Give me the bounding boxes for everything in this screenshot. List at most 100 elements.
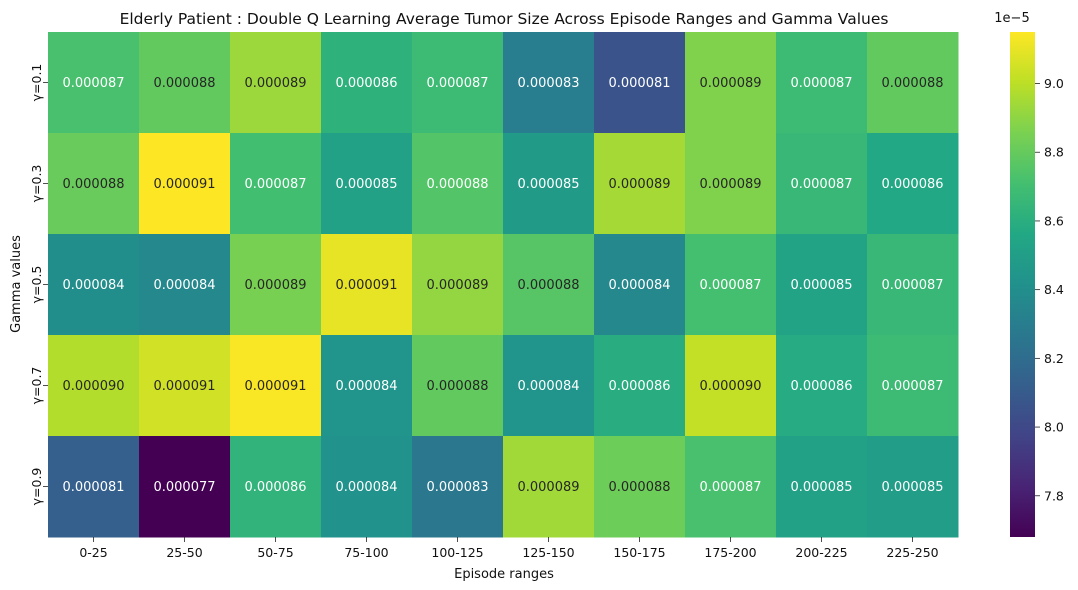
heatmap-cell xyxy=(776,335,868,437)
colorbar-tick-label: 8.4 xyxy=(1044,282,1064,297)
cell-value-label: 0.000089 xyxy=(517,480,579,495)
cell-value-label: 0.000084 xyxy=(608,278,670,293)
heatmap-cell xyxy=(594,436,686,538)
heatmap-cell xyxy=(412,436,504,538)
x-tick-label: 125-150 xyxy=(522,545,574,560)
heatmap-cell xyxy=(503,32,595,134)
cell-value-label: 0.000085 xyxy=(335,177,397,192)
cell-value-label: 0.000086 xyxy=(335,76,397,91)
cell-value-label: 0.000089 xyxy=(244,278,306,293)
heatmap-cell xyxy=(685,133,777,235)
heatmap-cell xyxy=(685,234,777,336)
heatmap-cell xyxy=(230,234,322,336)
heatmap-cell xyxy=(503,234,595,336)
heatmap-cell xyxy=(139,335,231,437)
heatmap-cell xyxy=(48,436,140,538)
cell-value-label: 0.000083 xyxy=(517,76,579,91)
cell-value-label: 0.000087 xyxy=(699,480,761,495)
heatmap-cell xyxy=(776,133,868,235)
cell-value-label: 0.000087 xyxy=(790,76,852,91)
cell-value-label: 0.000087 xyxy=(244,177,306,192)
cell-value-label: 0.000089 xyxy=(244,76,306,91)
heatmap-cell xyxy=(685,436,777,538)
cell-value-label: 0.000091 xyxy=(335,278,397,293)
colorbar-tick-label: 8.2 xyxy=(1044,351,1064,366)
cell-value-label: 0.000088 xyxy=(426,177,488,192)
cell-value-label: 0.000087 xyxy=(881,278,943,293)
cell-value-label: 0.000088 xyxy=(881,76,943,91)
heatmap-cell xyxy=(412,335,504,437)
heatmap-cell xyxy=(867,133,959,235)
x-tick-label: 0-25 xyxy=(79,545,107,560)
heatmap-cell xyxy=(139,133,231,235)
heatmap-cells: 0.000087 0.000088 0.000089 0.000086 0.000087… xyxy=(48,32,959,538)
x-tick-label: 200-225 xyxy=(795,545,847,560)
cell-value-label: 0.000084 xyxy=(62,278,124,293)
heatmap-cell xyxy=(139,436,231,538)
cell-value-label: 0.000091 xyxy=(153,379,215,394)
cell-value-label: 0.000088 xyxy=(426,379,488,394)
cell-value-label: 0.000084 xyxy=(153,278,215,293)
colorbar-scale-label: 1e−5 xyxy=(994,11,1029,26)
cell-value-label: 0.000089 xyxy=(426,278,488,293)
heatmap-cell xyxy=(594,32,686,134)
heatmap-cell xyxy=(867,436,959,538)
y-tick-label: γ=0.5 xyxy=(29,266,44,304)
cell-value-label: 0.000085 xyxy=(790,480,852,495)
heatmap-cell xyxy=(503,335,595,437)
heatmap-cell xyxy=(230,32,322,134)
cell-value-label: 0.000086 xyxy=(608,379,670,394)
heatmap-cell xyxy=(867,335,959,437)
x-tick-label: 225-250 xyxy=(886,545,938,560)
y-axis-label: Gamma values xyxy=(9,235,24,333)
heatmap-cell xyxy=(776,436,868,538)
colorbar-tick-label: 8.0 xyxy=(1044,420,1064,435)
cell-value-label: 0.000086 xyxy=(244,480,306,495)
heatmap-cell xyxy=(776,32,868,134)
colorbar-tick-label: 7.8 xyxy=(1044,488,1064,503)
heatmap-cell xyxy=(594,234,686,336)
heatmap-cell xyxy=(48,234,140,336)
heatmap-cell xyxy=(48,335,140,437)
x-tick-label: 100-125 xyxy=(431,545,483,560)
cell-value-label: 0.000085 xyxy=(517,177,579,192)
heatmap-cell xyxy=(594,335,686,437)
x-tick-label: 75-100 xyxy=(344,545,388,560)
heatmap-cell xyxy=(412,32,504,134)
x-axis-label: Episode ranges xyxy=(454,567,554,582)
cell-value-label: 0.000087 xyxy=(790,177,852,192)
y-tick-label: γ=0.7 xyxy=(29,367,44,405)
heatmap-cell xyxy=(321,133,413,235)
colorbar-tick-label: 9.0 xyxy=(1044,76,1064,91)
heatmap-cell xyxy=(685,32,777,134)
heatmap-cell xyxy=(230,436,322,538)
colorbar-tick-label: 8.6 xyxy=(1044,213,1064,228)
cell-value-label: 0.000087 xyxy=(881,379,943,394)
cell-value-label: 0.000086 xyxy=(881,177,943,192)
cell-value-label: 0.000086 xyxy=(790,379,852,394)
x-tick-label: 175-200 xyxy=(704,545,756,560)
cell-value-label: 0.000084 xyxy=(335,379,397,394)
cell-value-label: 0.000091 xyxy=(244,379,306,394)
heatmap-cell xyxy=(321,436,413,538)
heatmap-cell xyxy=(48,133,140,235)
cell-value-label: 0.000084 xyxy=(517,379,579,394)
chart-title: Elderly Patient : Double Q Learning Aver… xyxy=(120,10,889,28)
cell-value-label: 0.000088 xyxy=(517,278,579,293)
heatmap-cell xyxy=(321,32,413,134)
cell-value-label: 0.000084 xyxy=(335,480,397,495)
y-tick-label: γ=0.1 xyxy=(29,64,44,102)
cell-value-label: 0.000087 xyxy=(426,76,488,91)
cell-value-label: 0.000089 xyxy=(699,177,761,192)
heatmap-cell xyxy=(867,234,959,336)
cell-value-label: 0.000090 xyxy=(699,379,761,394)
heatmap-cell xyxy=(48,32,140,134)
x-tick-label: 50-75 xyxy=(257,545,293,560)
heatmap-cell xyxy=(503,436,595,538)
x-tick-label: 150-175 xyxy=(613,545,665,560)
y-tick-label: γ=0.3 xyxy=(29,165,44,203)
cell-value-label: 0.000089 xyxy=(608,177,670,192)
heatmap-cell xyxy=(139,32,231,134)
cell-value-label: 0.000085 xyxy=(790,278,852,293)
